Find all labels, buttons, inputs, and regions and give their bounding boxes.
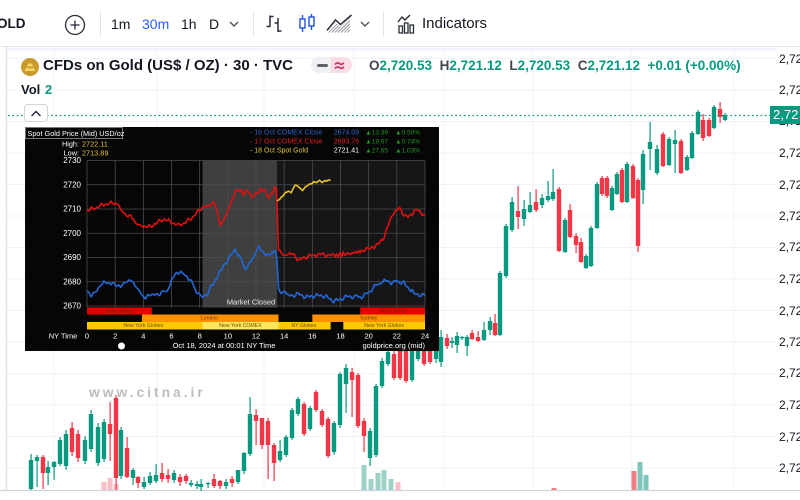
svg-text:2722.11: 2722.11 [82, 140, 108, 149]
svg-text:10: 10 [224, 332, 232, 341]
svg-text:14: 14 [280, 332, 288, 341]
svg-text:22: 22 [393, 332, 401, 341]
svg-text:- 16 Oct COMEX Close: - 16 Oct COMEX Close [250, 130, 322, 137]
svg-text:2713.89: 2713.89 [82, 149, 108, 158]
svg-text:▲0.50%: ▲0.50% [395, 130, 420, 137]
svg-text:High:: High: [62, 140, 79, 149]
svg-text:Oct 18, 2024 at 00:01 NY Time: Oct 18, 2024 at 00:01 NY Time [173, 341, 276, 350]
svg-text:www.citna.ir: www.citna.ir [88, 385, 206, 400]
svg-text:Sydney: Sydney [360, 316, 378, 322]
svg-text:NY Globex: NY Globex [291, 323, 316, 329]
svg-text:20: 20 [364, 332, 372, 341]
svg-text:8: 8 [198, 332, 202, 341]
svg-text:2730: 2730 [63, 156, 81, 165]
svg-text:18: 18 [336, 332, 344, 341]
svg-text:24: 24 [421, 332, 429, 341]
svg-text:▲13.39: ▲13.39 [365, 130, 388, 137]
svg-text:2680: 2680 [63, 277, 81, 286]
svg-text:2720: 2720 [63, 180, 81, 189]
svg-text:NY Time: NY Time [49, 332, 78, 341]
svg-text:Spot Gold Price (Mid) USD/oz: Spot Gold Price (Mid) USD/oz [28, 129, 125, 138]
svg-text:2721.41: 2721.41 [334, 148, 359, 155]
svg-text:- 18 Oct Spot Gold: - 18 Oct Spot Gold [250, 148, 308, 155]
svg-text:12: 12 [252, 332, 260, 341]
svg-text:2: 2 [113, 332, 117, 341]
svg-text:New York COMEX: New York COMEX [219, 323, 262, 329]
svg-text:New York Globex: New York Globex [123, 323, 163, 329]
svg-text:16: 16 [308, 332, 316, 341]
svg-text:London: London [201, 316, 218, 322]
svg-text:2700: 2700 [63, 229, 81, 238]
svg-text:▲19.67: ▲19.67 [365, 139, 388, 146]
svg-text:Market Closed: Market Closed [227, 298, 275, 307]
svg-text:2693.76: 2693.76 [334, 139, 359, 146]
svg-text:▲1.03%: ▲1.03% [395, 148, 420, 155]
svg-text:2670: 2670 [63, 302, 81, 311]
svg-text:0: 0 [85, 332, 89, 341]
svg-text:goldprice.org (mid): goldprice.org (mid) [362, 341, 425, 350]
svg-text:Hong Kong: Hong Kong [106, 309, 132, 315]
svg-text:4: 4 [141, 332, 145, 341]
svg-text:6: 6 [169, 332, 173, 341]
svg-text:Hong Kong: Hong Kong [380, 309, 406, 315]
svg-text:New York Globex: New York Globex [364, 323, 404, 329]
svg-text:▲27.65: ▲27.65 [365, 148, 388, 155]
svg-text:2690: 2690 [63, 253, 81, 262]
svg-text:2710: 2710 [63, 205, 81, 214]
svg-text:Low:: Low: [64, 149, 79, 158]
svg-text:2674.09: 2674.09 [334, 130, 359, 137]
svg-text:- 17 Oct COMEX Close: - 17 Oct COMEX Close [250, 139, 322, 146]
svg-text:▲0.74%: ▲0.74% [395, 139, 420, 146]
